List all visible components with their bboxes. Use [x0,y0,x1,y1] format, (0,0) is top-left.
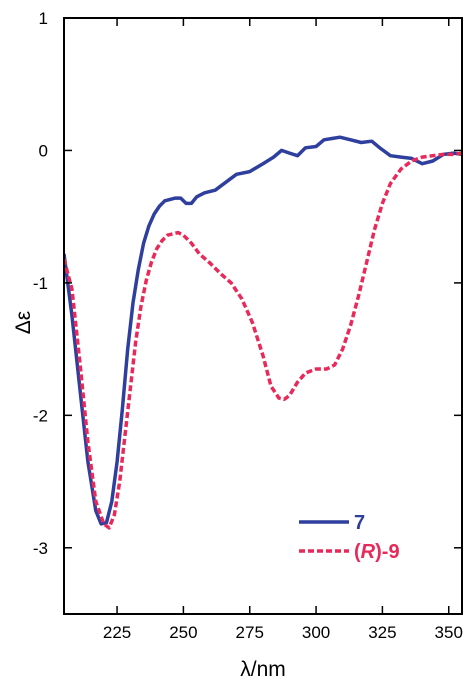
y-tick-label: -1 [33,274,48,293]
x-tick-label: 275 [236,623,264,642]
x-tick-label: 350 [435,623,463,642]
legend-label-2: (R)-9 [354,541,400,563]
x-axis-ticks: 225 250 275 300 325 350 [103,18,463,642]
series-line-2 [64,151,462,530]
y-tick-label: 1 [39,9,48,28]
x-tick-label: 300 [302,623,330,642]
plot-frame [63,17,463,615]
y-tick-label: 0 [39,141,48,160]
x-tick-label: 225 [103,623,131,642]
y-tick-label: -2 [33,406,48,425]
x-tick-label: 325 [368,623,396,642]
y-axis-ticks: 1 0 -1 -2 -3 [33,9,462,558]
legend: 7 (R)-9 [299,512,400,563]
x-axis-title: λ/nm [240,658,286,681]
y-tick-label: -3 [33,539,48,558]
y-axis-title: Δε [12,311,35,334]
x-tick-label: 250 [169,623,197,642]
plot-lines [64,135,462,530]
legend-label-1: 7 [354,512,365,534]
series-line-1 [64,135,462,526]
